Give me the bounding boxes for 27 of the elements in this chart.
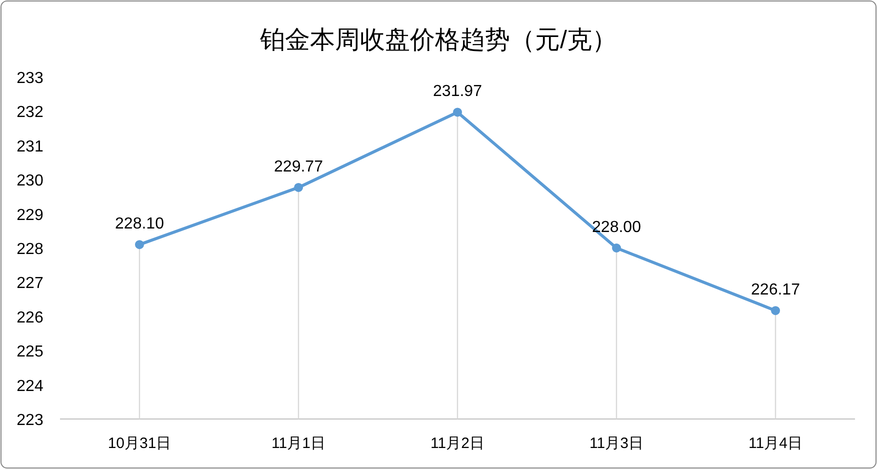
y-tick-label: 223 (16, 412, 44, 429)
point (294, 182, 303, 192)
y-tick-label: 230 (16, 172, 44, 190)
y-tick-label: 233 (16, 70, 44, 87)
y-tick-label: 224 (16, 378, 44, 395)
y-tick-label: 229 (16, 206, 44, 224)
x-tick-label: 11月2日 (430, 435, 484, 452)
data-label: 231.97 (433, 83, 482, 100)
x-tick-label: 11月4日 (748, 435, 802, 452)
chart-title: 铂金本周收盘价格趋势（元/克） (259, 26, 617, 54)
point (612, 244, 621, 252)
y-tick-label: 231 (16, 138, 44, 156)
y-tick-label: 225 (16, 344, 44, 361)
x-tick-label: 10月31日 (108, 435, 172, 452)
data-label: 226.17 (751, 282, 800, 299)
point (135, 240, 144, 250)
point (453, 108, 462, 117)
data-label: 228.10 (115, 216, 164, 233)
y-tick-label: 227 (16, 275, 44, 292)
y-tick-label: 228 (16, 241, 44, 258)
data-label: 228.00 (592, 219, 642, 236)
point (771, 306, 780, 316)
y-tick-label: 226 (16, 309, 44, 326)
data-label: 229.77 (274, 158, 324, 176)
x-tick-label: 11月3日 (590, 435, 644, 452)
x-tick-label: 11月1日 (272, 435, 326, 452)
y-tick-label: 232 (16, 104, 44, 122)
